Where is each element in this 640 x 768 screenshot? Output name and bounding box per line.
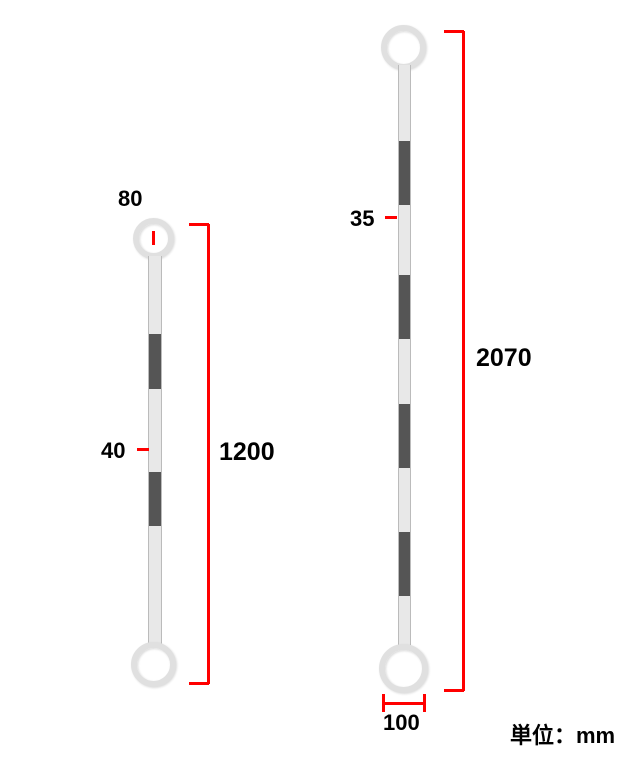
dim-cap <box>444 689 464 692</box>
right-bar-body <box>398 65 411 649</box>
dim-cap <box>444 30 464 33</box>
left-bar-stripe <box>149 334 161 389</box>
left-thickness-label: 40 <box>101 438 125 464</box>
left-length-label: 1200 <box>219 438 275 467</box>
left-bar-stripe <box>149 472 161 527</box>
right-bar-stripe <box>399 275 410 339</box>
right-bar-bottom-ring <box>379 644 428 693</box>
dim-cap <box>189 223 209 226</box>
right-bar-top-ring <box>381 25 426 70</box>
right-thickness-label: 35 <box>350 206 374 232</box>
left-bar-body <box>148 256 162 648</box>
dim-cap <box>423 694 426 712</box>
right-bar-stripe <box>399 141 410 205</box>
right-ring-diameter-label: 100 <box>383 710 420 736</box>
right-ring-dim-hline <box>383 702 425 705</box>
left-bar-bottom-ring <box>131 642 176 687</box>
left-length-dim-line <box>207 224 210 684</box>
right-length-label: 2070 <box>476 344 532 373</box>
left-ring-diameter-label: 80 <box>118 186 142 212</box>
dim-tick <box>152 231 155 245</box>
right-length-dim-line <box>462 31 465 691</box>
dim-tick <box>385 216 397 219</box>
unit-label: 単位：mm <box>510 718 615 750</box>
dim-tick <box>137 448 149 451</box>
dim-cap <box>189 682 209 685</box>
diagram-canvas: 80 40 1200 35 2070 100 単位：mm <box>0 0 640 768</box>
right-bar-stripe <box>399 532 410 596</box>
right-bar-stripe <box>399 404 410 468</box>
